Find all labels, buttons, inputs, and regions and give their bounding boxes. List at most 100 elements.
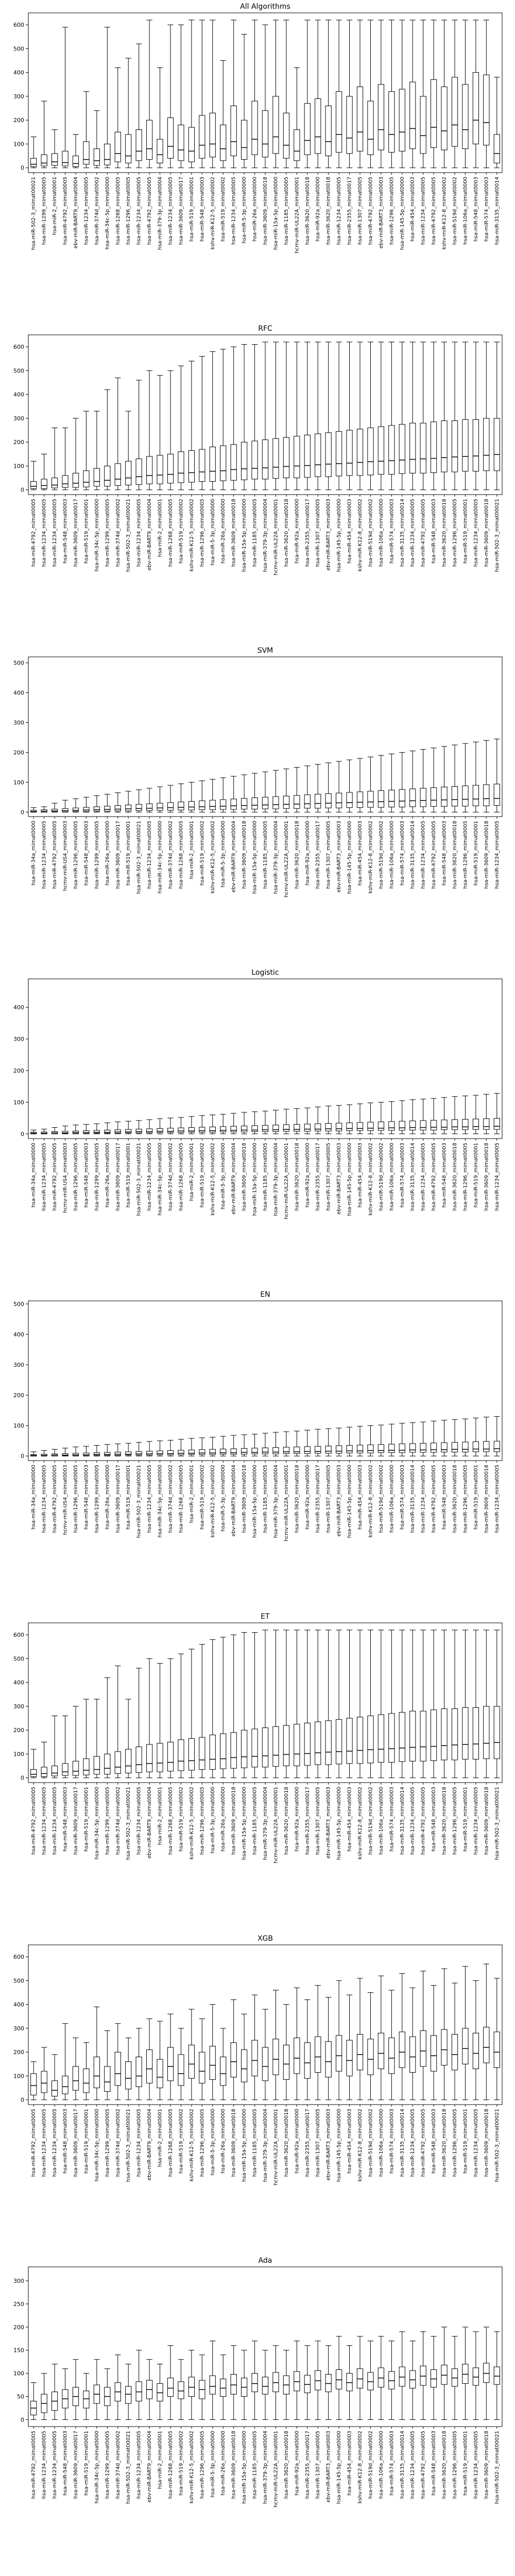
box-37 <box>420 1098 426 1134</box>
y-tick-label: 0 <box>21 2097 24 2104</box>
iqr-box <box>114 2052 121 2086</box>
box-36 <box>409 1630 416 1778</box>
category-label: hsa-miR-15a-5p_mimat0000 <box>242 1787 247 1860</box>
iqr-box <box>146 803 153 811</box>
panel-title: ET <box>261 1613 270 1621</box>
iqr-box <box>399 424 405 474</box>
y-tick-label: 200 <box>13 2324 24 2331</box>
box-7 <box>104 1677 111 1778</box>
box-41 <box>462 743 469 812</box>
box-32 <box>367 1630 374 1778</box>
iqr-box <box>178 802 184 810</box>
box-27 <box>315 2341 321 2420</box>
box-13 <box>167 370 174 490</box>
box-40 <box>451 1096 458 1134</box>
iqr-box <box>135 459 142 485</box>
iqr-box <box>104 1753 111 1775</box>
box-8 <box>114 1444 121 1456</box>
iqr-box <box>451 1442 458 1452</box>
box-28 <box>325 342 332 490</box>
category-label: hsa-miR-1234_mimat0005 <box>473 2431 479 2499</box>
category-label: ebv-miR-BART3_mimat0003 <box>336 1465 342 1536</box>
box-14 <box>178 2028 184 2100</box>
iqr-box <box>167 453 174 484</box>
category-label: hsa-miR-1307_mimat0005 <box>326 821 332 889</box>
iqr-box <box>135 129 142 161</box>
category-label: kshv-miR-K12-5_mimat0002 <box>189 499 195 571</box>
category-label: ebv-miR-BART9_mimat0004 <box>147 499 152 570</box>
iqr-box <box>483 418 490 471</box>
iqr-box <box>388 1444 395 1453</box>
box-42 <box>472 1980 479 2100</box>
box-7 <box>104 389 111 490</box>
category-label: kshv-miR-K12-5_mimat0002 <box>210 1143 216 1215</box>
iqr-box <box>409 81 416 149</box>
iqr-box <box>51 478 58 488</box>
box-3 <box>62 1715 68 1778</box>
category-label: hsa-miR-34c-5p_mimat0000 <box>94 1787 100 1859</box>
category-label: hsa-miR-374d_mimat0002 <box>115 2109 121 2177</box>
iqr-box <box>220 445 227 481</box>
category-label: hsa-miR-1268_mimat0005 <box>178 1143 184 1211</box>
y-tick-label: 0 <box>21 809 24 816</box>
box-30 <box>346 1994 353 2100</box>
iqr-box <box>356 429 364 476</box>
iqr-box <box>209 1734 216 1770</box>
category-label: hsa-miR-15a-5p_mimat0000 <box>252 1143 258 1216</box>
iqr-box <box>399 1444 405 1453</box>
box-37 <box>420 20 426 168</box>
y-tick-label: 600 <box>13 344 24 350</box>
category-label: hsa-miR-3620_mimat0018 <box>305 177 311 245</box>
category-label: hsa-miR-145-5p_mimat0000 <box>336 1787 342 1860</box>
box-20 <box>241 2350 248 2420</box>
category-label: hsa-miR-1296_mimat0005 <box>389 177 394 245</box>
iqr-box <box>356 2368 364 2388</box>
category-label: hsa-miR-4792_mimat0005 <box>421 1787 426 1855</box>
category-label: hsa-miR-519d_mimat0002 <box>368 2109 373 2177</box>
category-label: hsa-miR-3609_mimat0018 <box>484 2431 489 2499</box>
box-1 <box>41 2047 47 2100</box>
box-44 <box>493 1978 500 2100</box>
box-35 <box>399 752 405 812</box>
category-label: hsa-miR-519_mimat0001 <box>473 821 479 886</box>
category-label: kshv-miR-K12-8_mimat0002 <box>357 2431 363 2503</box>
y-tick-label: 100 <box>13 1422 24 1429</box>
category-label: hsa-miR-519_mimat0001 <box>83 2431 89 2496</box>
box-42 <box>472 1417 479 1456</box>
box-19 <box>230 776 237 812</box>
category-label: ebv-miR-BART9_mimat0004 <box>231 1465 237 1536</box>
category-label: kshv-miR-K12-5_mimat0002 <box>210 177 216 249</box>
category-label: hsa-miR-1234_mimat0005 <box>421 177 426 245</box>
category-label: hsa-miR-502-3_mimat00021 <box>126 2431 131 2504</box>
category-label: hsa-miR-145-5p_mimat0000 <box>336 499 342 572</box>
iqr-box <box>493 2031 500 2068</box>
box-2 <box>51 1449 58 1456</box>
iqr-box <box>188 801 195 810</box>
box-36 <box>409 1987 416 2100</box>
iqr-box <box>188 127 195 162</box>
category-label: hsa-miR-374d_mimat0002 <box>115 1787 121 1855</box>
iqr-box <box>30 158 37 167</box>
box-21 <box>251 344 258 490</box>
y-tick-label: 400 <box>13 70 24 76</box>
category-label: hsa-miR-3620_mimat0018 <box>452 1465 458 1533</box>
box-9 <box>125 2037 132 2100</box>
iqr-box <box>388 91 395 153</box>
iqr-box <box>315 98 321 154</box>
box-10 <box>135 1120 142 1134</box>
box-3 <box>62 800 68 812</box>
iqr-box <box>199 1449 205 1455</box>
category-label: ebv-miR-BART9_mimat0004 <box>231 1143 237 1214</box>
iqr-box <box>325 1720 332 1765</box>
panel-title: RFC <box>258 325 272 333</box>
iqr-box <box>335 2369 342 2389</box>
iqr-box <box>146 2049 153 2083</box>
box-10 <box>135 2350 142 2420</box>
category-label: hsa-miR-1234_mimat0005 <box>42 821 47 889</box>
category-label: hsa-miR-3609_mimat0018 <box>484 1143 489 1211</box>
box-18 <box>220 1114 227 1134</box>
y-tick-label: 200 <box>13 117 24 124</box>
box-3 <box>62 1125 68 1134</box>
category-label: hsa-miR-34a_mimat0000 <box>31 1143 37 1208</box>
box-33 <box>377 1425 385 1456</box>
